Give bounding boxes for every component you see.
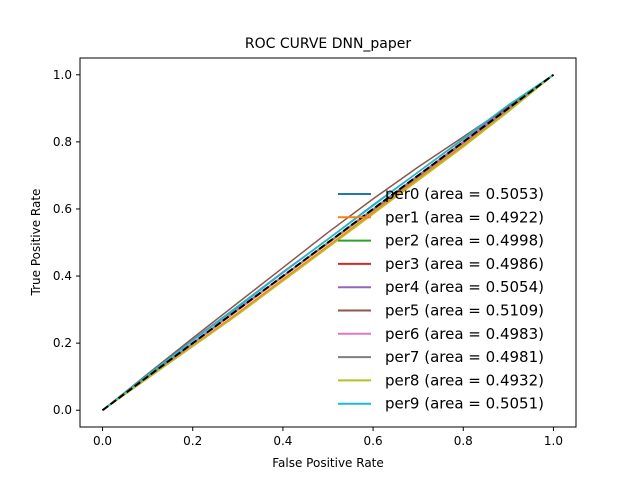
series-line-per9 <box>102 74 554 411</box>
x-tick-label: 0.8 <box>454 434 473 448</box>
axes-frame <box>79 57 577 428</box>
series-line-per8 <box>102 74 554 411</box>
x-axis-label: False Positive Rate <box>272 456 384 470</box>
legend-label-per4: per4 (area = 0.5054) <box>385 278 544 296</box>
legend-label-per9: per9 (area = 0.5051) <box>385 395 544 413</box>
reference-diagonal-line <box>101 73 555 412</box>
y-tick-label: 0.4 <box>53 269 72 283</box>
y-tick-label: 0.8 <box>53 135 72 149</box>
x-tick-label: 0.2 <box>183 434 202 448</box>
y-axis-ticks: 0.0 0.2 0.4 0.6 0.8 1.0 <box>53 68 80 417</box>
legend-label-per2: per2 (area = 0.4998) <box>385 232 544 250</box>
chart-title: ROC CURVE DNN_paper <box>245 36 412 52</box>
legend: per0 (area = 0.5053) per1 (area = 0.4922)… <box>338 185 544 413</box>
x-tick-label: 0.0 <box>93 434 112 448</box>
legend-label-per6: per6 (area = 0.4983) <box>385 325 544 343</box>
legend-label-per1: per1 (area = 0.4922) <box>385 208 544 226</box>
y-tick-label: 0.0 <box>53 403 72 417</box>
legend-label-per0: per0 (area = 0.5053) <box>385 185 544 203</box>
y-axis-label: True Positive Rate <box>29 189 43 297</box>
legend-label-per3: per3 (area = 0.4986) <box>385 255 544 273</box>
y-tick-label: 0.2 <box>53 336 72 350</box>
y-tick-label: 0.6 <box>53 202 72 216</box>
legend-label-per8: per8 (area = 0.4932) <box>385 371 544 389</box>
legend-label-per7: per7 (area = 0.4981) <box>385 348 544 366</box>
y-tick-label: 1.0 <box>53 68 72 82</box>
x-tick-label: 1.0 <box>544 434 563 448</box>
legend-label-per5: per5 (area = 0.5109) <box>385 302 544 320</box>
x-tick-label: 0.6 <box>364 434 383 448</box>
x-tick-label: 0.4 <box>273 434 292 448</box>
x-axis-ticks: 0.0 0.2 0.4 0.6 0.8 1.0 <box>93 427 563 448</box>
plot-area <box>101 73 555 412</box>
